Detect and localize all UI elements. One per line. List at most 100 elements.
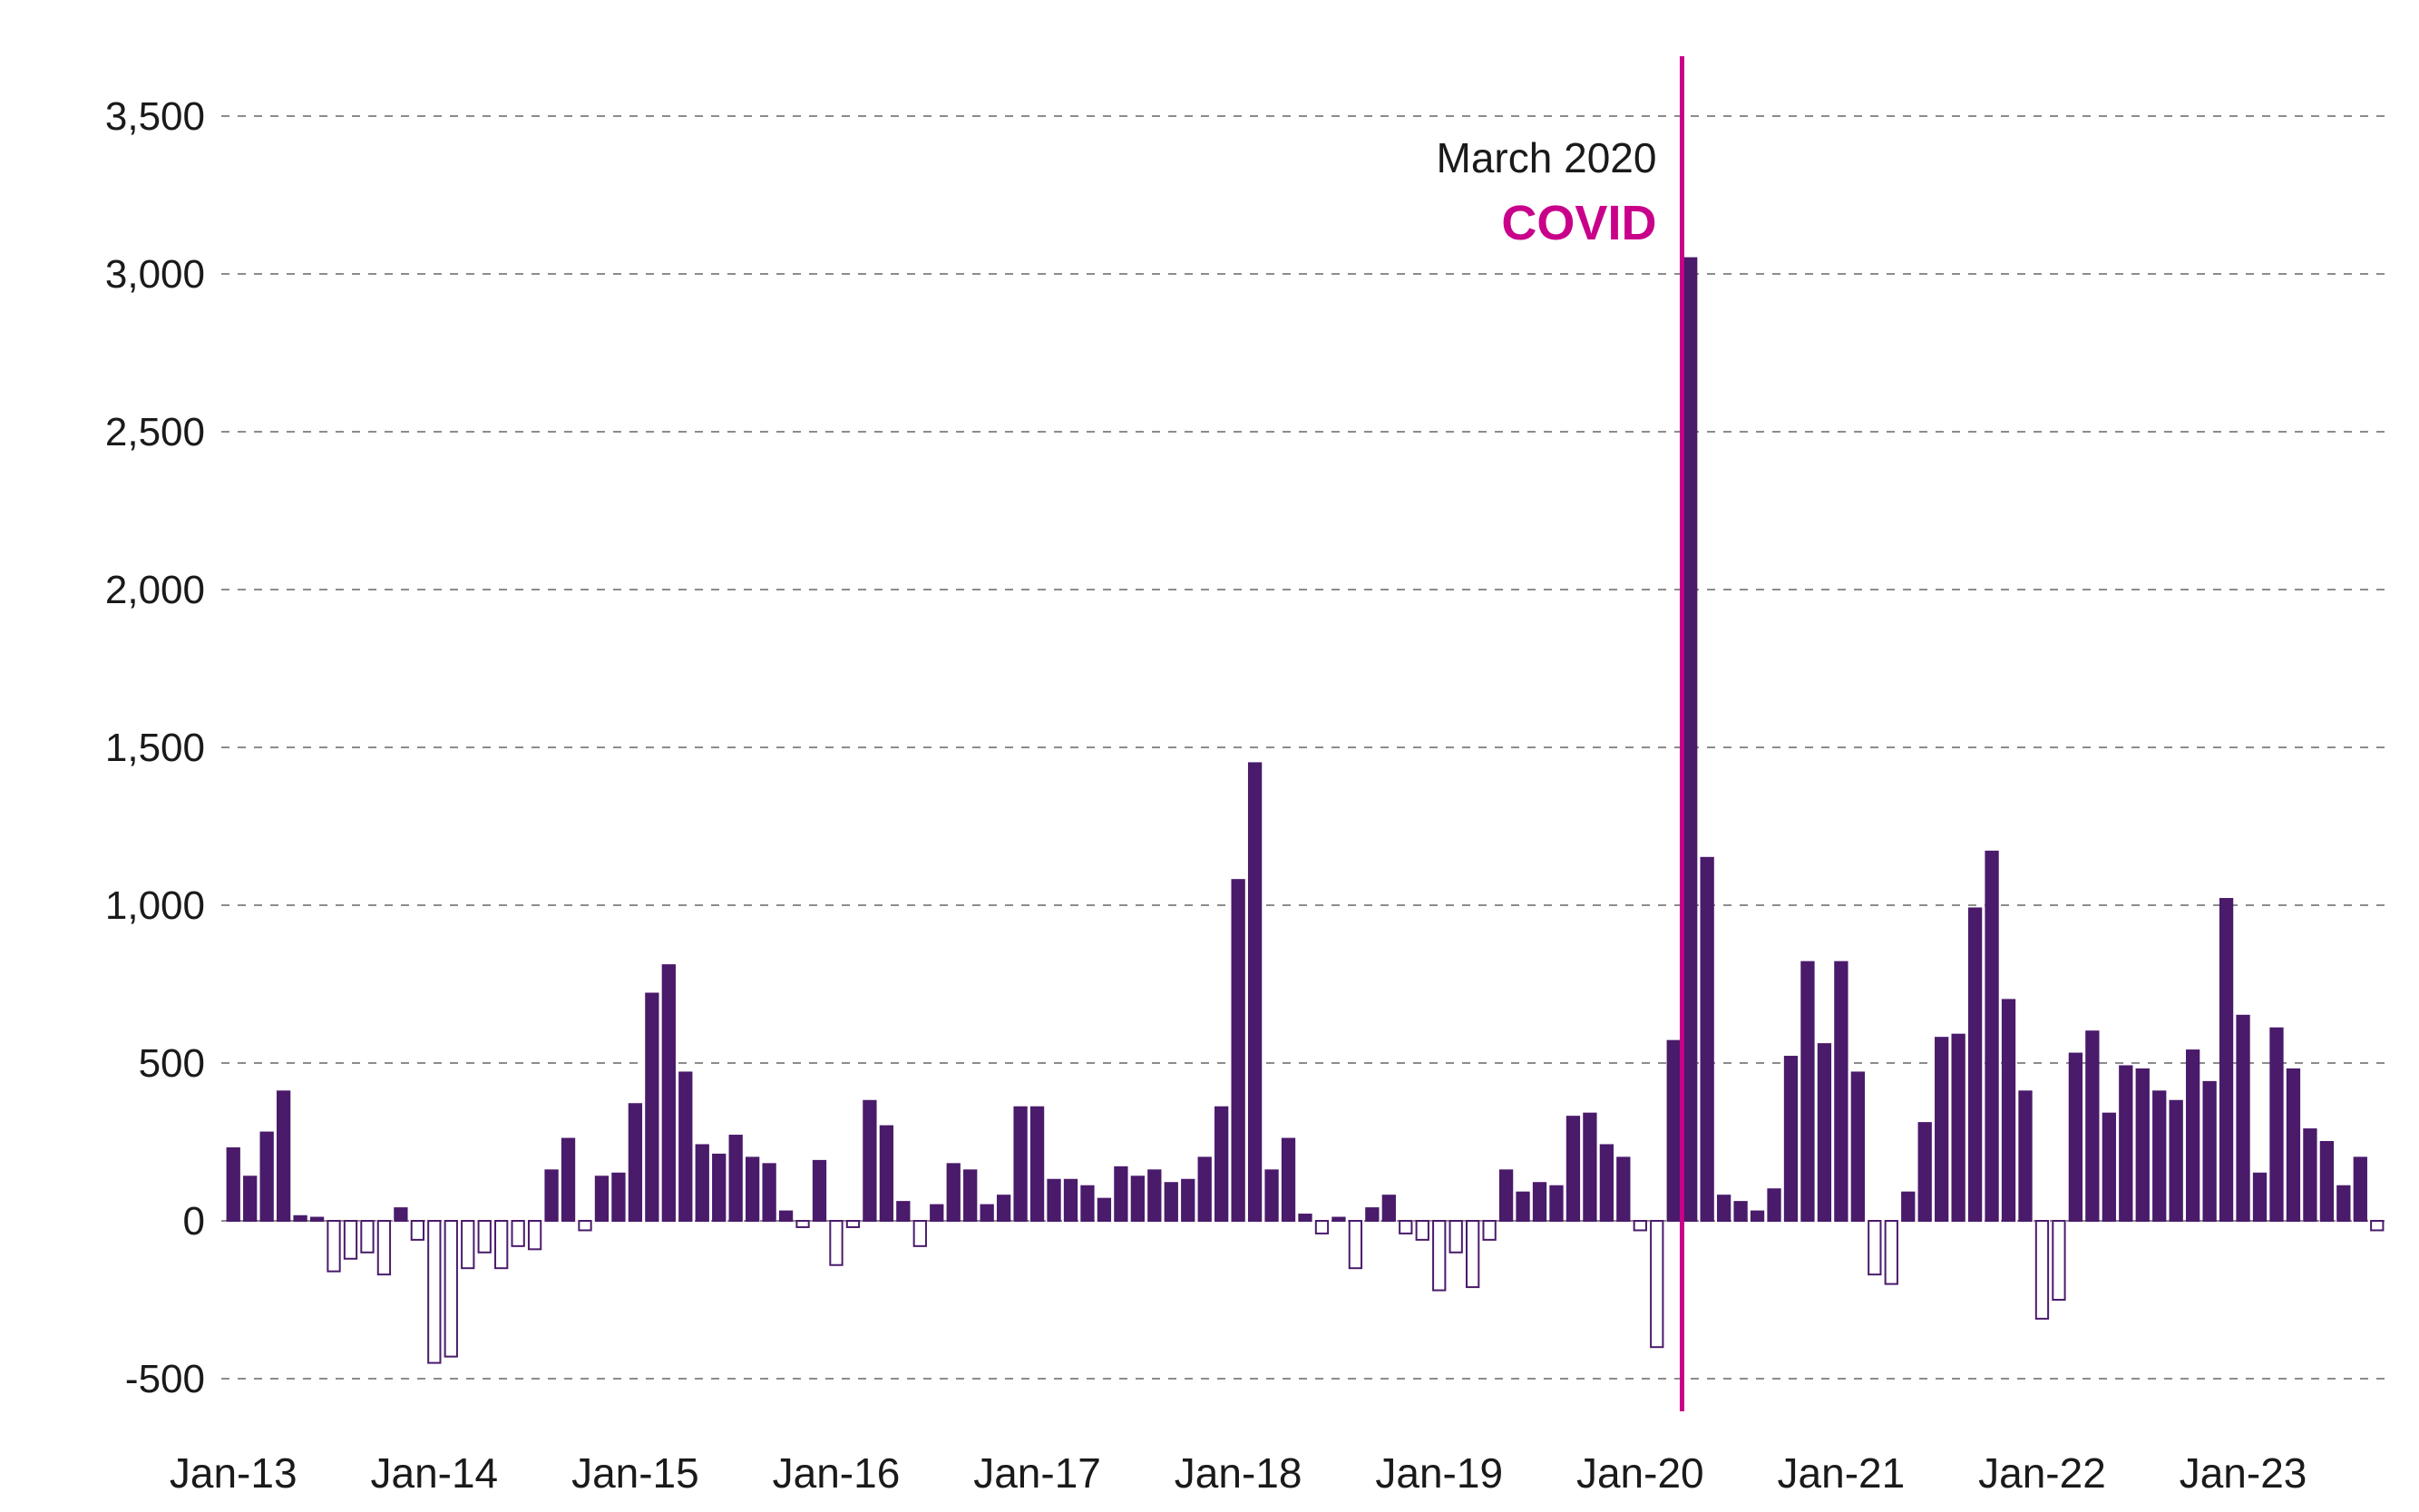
bar [2018, 1090, 2033, 1222]
bar [276, 1090, 291, 1222]
y-tick-label: 1,000 [105, 883, 205, 928]
bar [812, 1159, 827, 1223]
bar [394, 1207, 408, 1222]
bar [1047, 1178, 1061, 1223]
bar [1817, 1043, 1832, 1222]
bar [2303, 1128, 2317, 1222]
bar [2152, 1090, 2167, 1222]
bar [1901, 1191, 1916, 1223]
x-tick-label: Jan-18 [1175, 1449, 1302, 1497]
bar [511, 1220, 525, 1247]
bar [1164, 1182, 1178, 1222]
bar [1850, 1071, 1865, 1222]
bar [1700, 856, 1714, 1222]
bar [2135, 1068, 2150, 1222]
bar [2001, 999, 2016, 1223]
bar [1381, 1195, 1396, 1223]
bar [1750, 1210, 1765, 1223]
bar [1314, 1220, 1330, 1234]
bar [746, 1156, 760, 1223]
bar [578, 1220, 592, 1232]
bar [1247, 762, 1263, 1223]
y-tick-label: 2,000 [105, 568, 205, 612]
x-tick-label: Jan-16 [773, 1449, 901, 1497]
bar [1231, 879, 1245, 1222]
y-tick-label: 2,500 [105, 410, 205, 454]
x-tick-label: Jan-22 [1978, 1449, 2106, 1497]
bar [1214, 1106, 1229, 1222]
bar [1466, 1220, 1480, 1289]
bar [611, 1172, 626, 1223]
bar [1432, 1220, 1447, 1292]
bar [309, 1216, 325, 1223]
bar [2068, 1052, 2083, 1223]
x-tick-label: Jan-14 [370, 1449, 498, 1497]
bar [343, 1220, 358, 1260]
bar [444, 1220, 458, 1358]
bar [1868, 1220, 1882, 1276]
bar [1783, 1056, 1799, 1223]
annotation-date-label: March 2020 [1437, 134, 1657, 181]
y-tick-label: 3,500 [105, 94, 205, 139]
bar [661, 964, 676, 1222]
bar [829, 1220, 844, 1266]
bar [1834, 961, 1848, 1222]
bar [1733, 1201, 1748, 1222]
bar [1197, 1156, 1212, 1223]
bar [1080, 1185, 1095, 1222]
bar [1281, 1137, 1296, 1223]
bar [1114, 1166, 1128, 1222]
bar [712, 1153, 727, 1223]
bar [2085, 1030, 2100, 1222]
bar [477, 1220, 492, 1253]
bar [1482, 1220, 1497, 1241]
bar [461, 1220, 475, 1270]
x-tick-label: Jan-15 [571, 1449, 699, 1497]
y-tick-label: 0 [183, 1199, 205, 1244]
bar [1130, 1175, 1145, 1223]
bar [427, 1220, 442, 1364]
bar [2034, 1220, 2050, 1320]
bar [645, 992, 659, 1222]
bar [996, 1195, 1011, 1223]
bar [2286, 1068, 2301, 1222]
bar [2169, 1099, 2183, 1223]
x-tick-label: Jan-23 [2180, 1449, 2307, 1497]
bar [2186, 1049, 2200, 1222]
bar [1448, 1220, 1463, 1253]
bar [1498, 1169, 1514, 1222]
bar [1951, 1033, 1965, 1223]
x-tick-label: Jan-13 [170, 1449, 297, 1497]
annotation-covid-label: COVID [1501, 196, 1656, 250]
bar [2219, 898, 2234, 1222]
bar [678, 1071, 693, 1222]
y-tick-label: 1,500 [105, 726, 205, 770]
bar [1063, 1178, 1078, 1223]
bar [2102, 1112, 2116, 1223]
bar [795, 1220, 810, 1228]
bar [1298, 1214, 1312, 1223]
y-tick-label: -500 [125, 1357, 205, 1401]
bar [1348, 1220, 1363, 1270]
bar [980, 1204, 994, 1222]
bar [494, 1220, 509, 1270]
x-tick-label: Jan-21 [1778, 1449, 1906, 1497]
bar [2202, 1080, 2217, 1222]
bar [1683, 257, 1698, 1223]
bar [544, 1169, 559, 1222]
bar [2236, 1014, 2250, 1223]
bar [1884, 1220, 1898, 1285]
x-tick-label: Jan-20 [1576, 1449, 1704, 1497]
bar [1767, 1188, 1781, 1222]
bar [695, 1144, 709, 1222]
bar [2269, 1027, 2284, 1222]
bar [360, 1220, 375, 1253]
x-tick-label: Jan-17 [973, 1449, 1101, 1497]
bar [1029, 1106, 1045, 1222]
bar [1365, 1207, 1380, 1222]
bar [1566, 1116, 1581, 1223]
bar [527, 1220, 542, 1251]
bar [1716, 1195, 1731, 1223]
